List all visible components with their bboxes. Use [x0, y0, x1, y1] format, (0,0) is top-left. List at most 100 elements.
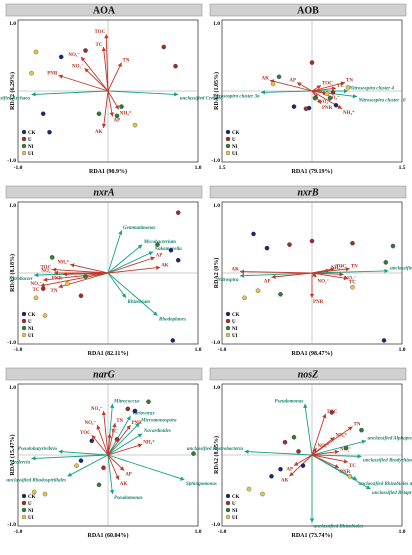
- panel-nxrb-point-ui-3: [350, 285, 354, 289]
- panel-nosz-point-u-1: [330, 410, 334, 414]
- panel-aoa-point-u-2: [173, 64, 177, 68]
- panel-aob-point-ui-2: [325, 92, 329, 96]
- panel-nxrb-point-ni-2: [391, 244, 395, 248]
- panel-nxrb-point-ck-3: [382, 338, 386, 342]
- panel-aoa-point-ui-3: [133, 123, 137, 127]
- panel-nxra-point-ui-3: [65, 282, 69, 286]
- panel-narg-env-ak-label: AK: [120, 482, 128, 487]
- panel-nxra-legend-marker-u: [22, 319, 26, 323]
- panel-narg-tick-ymax: 1.0: [9, 385, 16, 391]
- panel-nosz-legend-label-ui: UI: [232, 516, 238, 521]
- panel-narg-env-no-label: NO₃⁻: [91, 407, 103, 412]
- panel-aob-env-ak-label: AK: [262, 76, 270, 81]
- panel-nxra-y-axis-label: RDA2 (8.18%): [9, 254, 16, 292]
- panel-nxra-tick-xmin: -1.0: [14, 347, 23, 353]
- panel-nxra-tick-ymax: 1.0: [9, 203, 16, 209]
- panel-aoa-point-ck-2: [41, 112, 45, 116]
- panel-aob-legend-label-ni: NI: [232, 145, 238, 150]
- panel-nxrb-point-ui-1: [242, 296, 246, 300]
- panel-aoa-env-no-label: NO₃⁻: [68, 53, 80, 58]
- panel-nxra-legend-label-u: U: [28, 320, 32, 325]
- panel-narg-point-ck-3: [133, 409, 137, 413]
- panel-aob-legend-marker-ui: [226, 151, 230, 155]
- panel-nxrb-taxon-unclassified-label: unclassified: [390, 266, 412, 271]
- panel-aoa-env-tn-label: TN: [123, 59, 130, 64]
- panel-nosz-point-ui-3: [348, 474, 352, 478]
- panel-aoa-legend-marker-ui: [22, 151, 26, 155]
- panel-nxrb-env-tc-label: TC: [349, 281, 356, 286]
- panel-nxrb-taxon-nitrospira-label: Nitrospira: [216, 278, 239, 283]
- panel-nxra-point-ui-2: [43, 314, 47, 318]
- panel-narg-tick-xmax: 1.0: [195, 529, 202, 535]
- panel-nxra-tick-ymin: -1.0: [7, 340, 16, 346]
- panel-aoa-env-nh-label: NH₄⁺: [120, 110, 132, 116]
- panel-narg-env-nh-label: NH₄⁺: [143, 439, 155, 445]
- panel-aob-point-u-2: [331, 90, 335, 94]
- panel-aob-taxon-nitrosospira-cluster-10-label: Nitrosospira cluster 10: [358, 99, 406, 104]
- panel-nxrb-point-ck-1: [251, 232, 255, 236]
- panel-aoa-point-ui-2: [34, 50, 38, 54]
- panel-nxrb-legend-marker-u: [226, 319, 230, 323]
- panel-nxrb-legend-label-ck: CK: [232, 313, 240, 318]
- panel-nxrb-legend-marker-ck: [226, 312, 230, 316]
- panel-narg-point-ui-3: [74, 464, 78, 468]
- panel-nxra-taxon-rhodoplanes-label: Rhodoplanes: [159, 318, 186, 323]
- panel-nosz-env-pnr-label: PNR: [340, 470, 351, 475]
- panel-aoa-point-ni-1: [119, 105, 123, 109]
- panel-nxrb-legend-label-u: U: [232, 320, 236, 325]
- panel-nxrb-point-ck-2: [265, 246, 269, 250]
- panel-aoa-point-ck-1: [47, 130, 51, 134]
- panel-aob-point-ni-1: [313, 96, 317, 100]
- panel-nosz-env-tc-label: TC: [349, 464, 356, 469]
- panel-aoa-y-axis-label: RDA2 (6.29%): [9, 72, 16, 110]
- panel-nxra-title: nxrA: [93, 188, 114, 199]
- panel-narg-point-u-3: [115, 437, 119, 441]
- panel-nosz-env-ap-label: AP: [286, 468, 293, 473]
- panel-narg-y-axis-label: RDA2 (15.47%): [9, 435, 16, 476]
- panel-aoa-env-pnr-label: PNR: [47, 71, 58, 76]
- panel-narg-taxon-leclercia-label: Leclercia: [10, 461, 31, 466]
- panel-aoa-env-ap-label: AP: [114, 119, 121, 124]
- panel-nosz-tick-xmax: 1.0: [399, 529, 406, 535]
- panel-narg-env-tn-label: TN: [116, 419, 123, 424]
- panel-narg-taxon-unclassified-rhodospirillales-label: unclassified Rhodospirillales: [6, 478, 66, 483]
- panel-narg-env-ap-label: AP: [125, 473, 132, 478]
- panel-narg-legend-label-ck: CK: [28, 495, 36, 500]
- panel-nxra-point-ck-2: [176, 258, 180, 262]
- panel-nxra-legend-marker-ni: [22, 326, 26, 330]
- panel-nosz-legend-label-ck: CK: [232, 495, 240, 500]
- panel-nxrb-env-ak-label: AK: [232, 268, 240, 273]
- panel-nxra-env-tn-label: TN: [51, 289, 58, 294]
- panel-nxra-legend-label-ck: CK: [28, 313, 36, 318]
- panel-narg-title: narG: [93, 370, 115, 381]
- panel-nxrb-point-u-2: [350, 241, 354, 245]
- panel-nxra-point-ni-2: [83, 274, 87, 278]
- panel-aoa-env-no-label: NO₂⁻: [72, 64, 84, 69]
- panel-nxra-legend-marker-ck: [22, 312, 26, 316]
- panel-narg-legend-marker-ui: [22, 515, 26, 519]
- panel-aob-point-ui-1: [271, 82, 275, 86]
- panel-narg-legend-marker-ni: [22, 508, 26, 512]
- panel-narg-point-ck-2: [90, 439, 94, 443]
- panel-narg-point-ui-2: [32, 490, 36, 494]
- panel-narg-point-ui-1: [43, 492, 47, 496]
- panel-nosz-taxon-unclassified-rhizobiales-label: unclassified Rhizobiales: [314, 524, 364, 529]
- panel-nxra-point-ck-3: [171, 338, 175, 342]
- panel-aoa-env-toc-label: TOC: [94, 30, 105, 35]
- panel-nxra-taxon-gemmatimonas-label: Gemmatimonas: [123, 226, 156, 231]
- panel-narg-point-ni-3: [97, 483, 101, 487]
- panel-nosz-point-u-2: [296, 449, 300, 453]
- panel-aob-x-axis-label: RDA1 (79.19%): [292, 168, 333, 175]
- panel-aoa-title: AOA: [93, 6, 116, 17]
- panel-nosz-x-axis-label: RDA1 (73.74%): [292, 532, 333, 539]
- panel-aoa-point-ni-3: [97, 112, 101, 116]
- panel-aob-legend-marker-ck: [226, 130, 230, 134]
- panel-aob-point-ck-1: [292, 105, 296, 109]
- panel-nxrb-legend-label-ui: UI: [232, 334, 238, 339]
- panel-nxrb-x-axis-label: RDA1 (98.47%): [292, 350, 333, 357]
- panel-narg-env-pnr-label: PNR: [132, 421, 143, 426]
